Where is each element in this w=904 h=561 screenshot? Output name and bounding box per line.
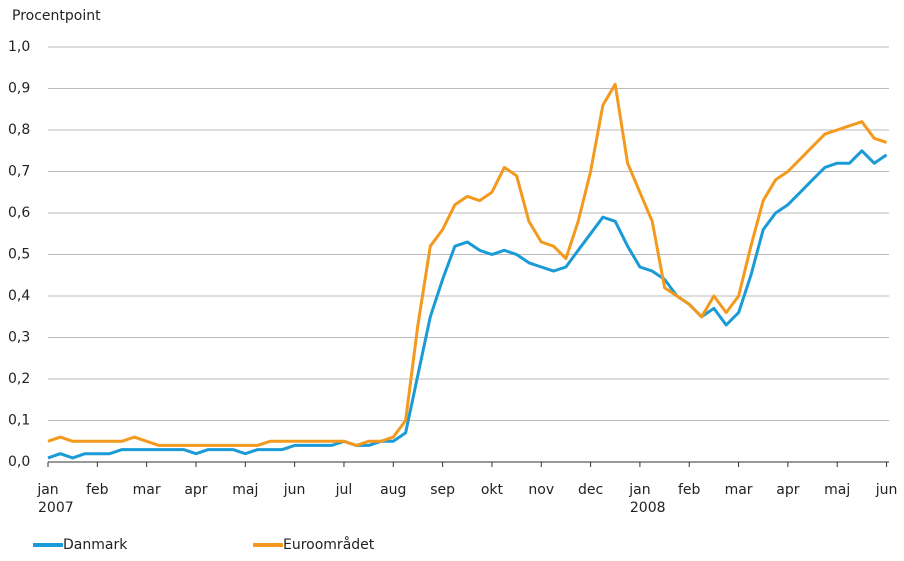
y-tick-label: 0,2 xyxy=(8,371,30,387)
x-tick-label: jun xyxy=(283,482,306,498)
x-tick-label: apr xyxy=(776,482,799,498)
x-tick-label: apr xyxy=(184,482,207,498)
x-tick-label: maj xyxy=(824,482,850,498)
year-label: 2007 xyxy=(38,500,74,516)
y-tick-label: 1,0 xyxy=(8,39,30,55)
y-tick-label: 0,7 xyxy=(8,164,30,180)
y-tick-label: 0,4 xyxy=(8,288,30,304)
x-tick-label: feb xyxy=(86,482,109,498)
x-tick-label: jan xyxy=(628,482,650,498)
y-tick-label: 0,1 xyxy=(8,413,30,429)
x-tick-label: jun xyxy=(875,482,898,498)
x-tick-label: maj xyxy=(232,482,258,498)
x-tick-label: nov xyxy=(528,482,554,498)
y-tick-label: 0,9 xyxy=(8,81,30,97)
line-series xyxy=(47,149,888,460)
y-tick-label: 0,6 xyxy=(8,205,30,221)
legend-label: Danmark xyxy=(63,537,128,553)
x-tick-label: feb xyxy=(678,482,701,498)
year-label: 2008 xyxy=(630,500,666,516)
x-tick-label: aug xyxy=(380,482,406,498)
x-tick-label: jul xyxy=(335,482,353,498)
y-tick-label: 0,0 xyxy=(8,454,30,470)
x-tick-label: mar xyxy=(133,482,161,498)
legend-label: Euroområdet xyxy=(283,536,375,553)
x-tick-label: mar xyxy=(725,482,753,498)
line-series xyxy=(47,82,887,447)
y-tick-label: 0,8 xyxy=(8,122,30,138)
x-tick-label: sep xyxy=(430,482,455,498)
x-tick-label: okt xyxy=(481,482,504,498)
x-tick-label: dec xyxy=(578,482,603,498)
y-axis-label: Procentpoint xyxy=(12,8,101,24)
y-tick-label: 0,5 xyxy=(8,247,30,263)
y-tick-label: 0,3 xyxy=(8,330,30,346)
x-tick-label: jan xyxy=(36,482,58,498)
